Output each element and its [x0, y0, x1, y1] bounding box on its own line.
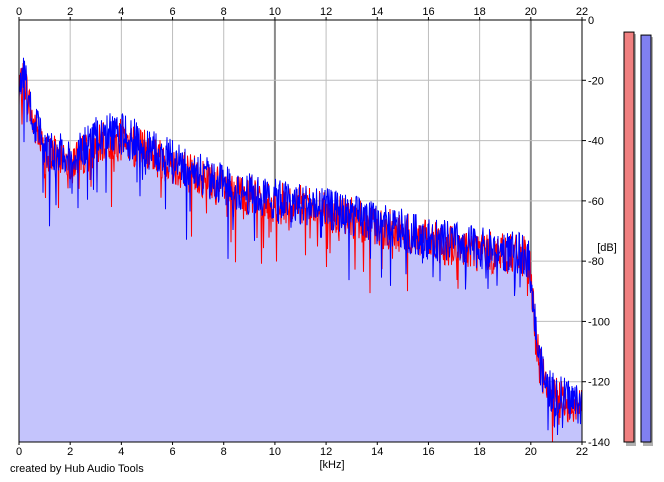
x-tick-label-bottom: 10	[269, 446, 281, 458]
level-meters	[623, 31, 653, 447]
y-tick-label: -20	[588, 75, 604, 87]
y-tick-label: -100	[588, 316, 610, 328]
x-tick-label-top: 8	[221, 6, 227, 18]
x-tick-label-bottom: 22	[576, 446, 588, 458]
y-tick-label: 0	[588, 15, 594, 27]
x-tick-label-top: 0	[16, 6, 22, 18]
x-tick-labels-top: 0 2 4 6 8 10 12 14 16 18 20 22	[16, 6, 588, 20]
x-tick-labels-bottom: 0 2 4 6 8 10 12 14 16 18 20 22	[16, 442, 588, 458]
x-tick-label-bottom: 0	[16, 446, 22, 458]
x-tick-label-top: 22	[576, 6, 588, 18]
x-tick-label-top: 18	[474, 6, 486, 18]
x-tick-label-bottom: 12	[320, 446, 332, 458]
level-meter-right	[640, 34, 652, 443]
x-tick-label-bottom: 18	[474, 446, 486, 458]
x-tick-label-bottom: 4	[118, 446, 124, 458]
y-tick-label: -120	[588, 377, 610, 389]
x-axis-label: [kHz]	[319, 459, 344, 471]
x-tick-label-top: 6	[169, 6, 175, 18]
level-meter-left	[623, 31, 635, 443]
series-lines	[18, 57, 583, 443]
y-tick-labels: 0 -20 -40 -60 -80 -100 -120 -140	[582, 15, 610, 449]
series-line-1	[18, 57, 583, 436]
y-tick-label: -80	[588, 256, 604, 268]
x-tick-label-bottom: 20	[525, 446, 537, 458]
x-tick-label-top: 12	[320, 6, 332, 18]
x-tick-label-bottom: 16	[422, 446, 434, 458]
x-tick-label-bottom: 14	[371, 446, 383, 458]
plot-frame	[18, 19, 583, 443]
x-tick-label-top: 4	[118, 6, 124, 18]
credit-text: created by Hub Audio Tools	[10, 463, 144, 475]
x-tick-label-top: 20	[525, 6, 537, 18]
x-tick-label-top: 2	[67, 6, 73, 18]
x-tick-label-bottom: 6	[169, 446, 175, 458]
x-tick-label-bottom: 8	[221, 446, 227, 458]
x-tick-label-top: 16	[422, 6, 434, 18]
y-tick-label: -140	[588, 437, 610, 449]
plot-border	[18, 19, 583, 443]
x-tick-label-top: 10	[269, 6, 281, 18]
x-tick-label-top: 14	[371, 6, 383, 18]
x-tick-label-bottom: 2	[67, 446, 73, 458]
y-axis-label: [dB]	[597, 242, 617, 254]
series-line-0	[18, 63, 583, 443]
y-tick-label: -60	[588, 196, 604, 208]
y-tick-label: -40	[588, 136, 604, 148]
